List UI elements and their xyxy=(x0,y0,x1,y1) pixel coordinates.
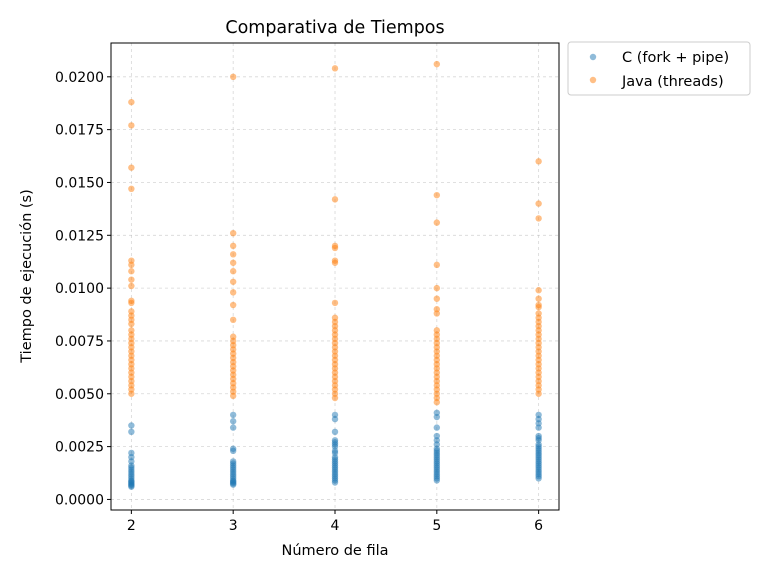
y-tick-label: 0.0150 xyxy=(55,175,104,191)
data-point xyxy=(229,411,237,419)
data-point xyxy=(433,191,441,199)
data-point xyxy=(331,394,339,402)
data-point xyxy=(229,301,237,309)
data-point xyxy=(128,320,135,328)
data-point xyxy=(433,413,441,421)
data-point xyxy=(128,122,135,129)
y-tick-label: 0.0025 xyxy=(55,440,104,456)
data-point xyxy=(128,428,135,436)
data-point xyxy=(331,65,339,72)
y-axis-label: Tiempo de ejecución (s) xyxy=(19,189,35,363)
data-point xyxy=(229,251,237,258)
data-point xyxy=(128,276,135,283)
legend-frame xyxy=(567,41,751,96)
data-point xyxy=(128,185,135,193)
legend-label-c: C (fork + pipe) xyxy=(622,50,729,66)
data-point xyxy=(128,299,135,307)
data-point xyxy=(433,219,441,226)
data-point xyxy=(535,303,542,311)
legend-marker-c xyxy=(589,53,597,61)
data-point xyxy=(331,259,339,266)
x-tick-label: 6 xyxy=(534,518,543,534)
data-point xyxy=(331,196,339,203)
data-point xyxy=(128,390,135,397)
data-point xyxy=(535,215,542,222)
data-point xyxy=(128,422,135,429)
grid xyxy=(111,43,559,510)
y-tick-label: 0.0200 xyxy=(55,70,104,86)
data-point xyxy=(433,60,441,68)
series-1 xyxy=(128,60,542,406)
y-tick-label: 0.0100 xyxy=(55,281,104,297)
data-point xyxy=(433,477,441,484)
series-0 xyxy=(128,409,542,490)
data-point xyxy=(535,424,542,431)
data-point xyxy=(128,98,135,106)
legend-label-java: Java (threads) xyxy=(621,74,724,90)
data-point xyxy=(535,475,542,482)
data-points xyxy=(128,60,542,490)
data-point xyxy=(229,242,237,250)
data-point xyxy=(229,268,237,275)
data-point xyxy=(535,287,542,294)
data-point xyxy=(535,200,542,207)
data-point xyxy=(229,392,237,400)
data-point xyxy=(128,282,135,290)
x-tick-label: 3 xyxy=(229,518,238,534)
y-tick-label: 0.0075 xyxy=(55,334,104,350)
data-point xyxy=(433,424,441,431)
y-tick-label: 0.0050 xyxy=(55,387,104,403)
data-point xyxy=(331,299,339,307)
data-point xyxy=(128,164,135,171)
y-tick-label: 0.0000 xyxy=(55,492,104,508)
data-point xyxy=(433,295,441,302)
data-point xyxy=(229,447,237,455)
legend: C (fork + pipe) Java (threads) xyxy=(567,41,751,96)
data-point xyxy=(535,390,542,397)
data-point xyxy=(229,316,237,324)
x-tick-label: 2 xyxy=(127,518,136,534)
data-point xyxy=(535,295,542,302)
y-axis: 0.0000 0.0025 0.0050 0.0075 0.0100 0.0125 0.01… xyxy=(55,70,111,508)
data-point xyxy=(433,284,441,292)
data-point xyxy=(331,479,339,486)
data-point xyxy=(229,424,237,431)
data-point xyxy=(229,229,237,237)
x-axis: 2 3 4 5 6 xyxy=(127,510,543,534)
data-point xyxy=(331,415,339,423)
chart-title: Comparativa de Tiempos xyxy=(225,18,444,38)
data-point xyxy=(535,158,542,165)
data-point xyxy=(229,278,237,285)
data-point xyxy=(331,428,339,436)
data-point xyxy=(229,259,237,266)
data-point xyxy=(128,261,135,269)
data-point xyxy=(229,289,237,296)
data-point xyxy=(128,268,135,275)
data-point xyxy=(433,261,441,269)
data-point xyxy=(128,483,135,490)
x-tick-label: 5 xyxy=(432,518,441,534)
data-point xyxy=(229,481,237,488)
data-point xyxy=(229,418,237,425)
y-tick-label: 0.0175 xyxy=(55,123,104,139)
data-point xyxy=(433,399,441,406)
x-axis-label: Número de fila xyxy=(282,543,389,559)
data-point xyxy=(433,310,441,317)
data-point xyxy=(331,244,339,252)
x-tick-label: 4 xyxy=(331,518,340,534)
y-tick-label: 0.0125 xyxy=(55,228,104,244)
data-point xyxy=(229,73,237,81)
legend-marker-java xyxy=(589,76,597,84)
